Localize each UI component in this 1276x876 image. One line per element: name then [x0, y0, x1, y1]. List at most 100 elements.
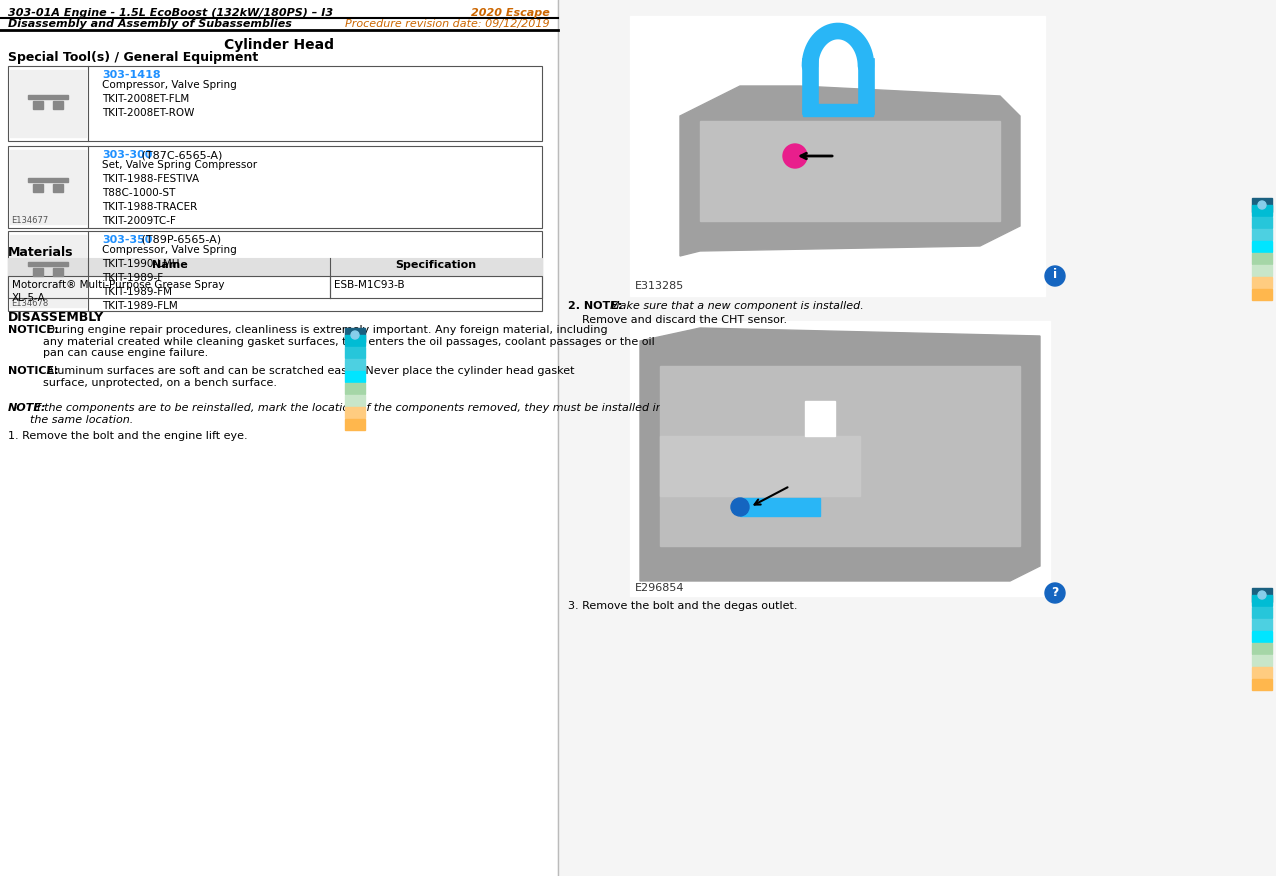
Bar	[1252, 217, 1272, 228]
Text: E134677: E134677	[11, 216, 48, 225]
Bar	[345, 407, 365, 418]
Bar	[1252, 655, 1272, 666]
Bar	[33, 184, 43, 192]
Bar	[1252, 277, 1272, 288]
Bar	[8, 276, 542, 298]
Bar	[28, 178, 68, 182]
Text: E296854: E296854	[635, 583, 684, 593]
Text: Remove and discard the CHT sensor.: Remove and discard the CHT sensor.	[568, 315, 787, 325]
Bar	[33, 268, 43, 276]
Bar	[10, 70, 85, 137]
Text: Specification: Specification	[396, 260, 476, 270]
Text: Compressor, Valve Spring
TKIT-1990-LMH
TKIT-1989-F
TKIT-1989-FM
TKIT-1989-FLM: Compressor, Valve Spring TKIT-1990-LMH T…	[102, 245, 237, 311]
Text: DISASSEMBLY: DISASSEMBLY	[8, 311, 105, 324]
Text: NOTICE:: NOTICE:	[8, 366, 59, 376]
Bar	[1252, 588, 1272, 602]
Bar	[1252, 289, 1272, 300]
Text: 1|1: 1|1	[813, 426, 828, 436]
Text: NOTICE:: NOTICE:	[8, 325, 59, 335]
Circle shape	[783, 144, 806, 168]
Text: i: i	[1053, 269, 1057, 281]
Bar	[10, 150, 85, 224]
Bar	[1252, 643, 1272, 654]
Bar	[1252, 241, 1272, 252]
Bar	[345, 359, 365, 370]
Bar	[8, 258, 542, 276]
Circle shape	[1045, 266, 1065, 286]
Polygon shape	[641, 328, 1040, 581]
Text: ?: ?	[1051, 585, 1059, 598]
Text: 2020 Escape: 2020 Escape	[471, 8, 550, 18]
Bar	[630, 16, 1045, 296]
Text: 303-01A Engine - 1.5L EcoBoost (132kW/180PS) – I3: 303-01A Engine - 1.5L EcoBoost (132kW/18…	[8, 8, 333, 18]
Text: Disassembly and Assembly of Subassemblies: Disassembly and Assembly of Subassemblie…	[8, 19, 292, 29]
Bar	[1252, 205, 1272, 216]
Text: Make sure that a new component is installed.: Make sure that a new component is instal…	[610, 301, 864, 311]
Bar	[1252, 619, 1272, 630]
Polygon shape	[680, 86, 1020, 256]
Text: 3. Remove the bolt and the degas outlet.: 3. Remove the bolt and the degas outlet.	[568, 601, 798, 611]
Bar	[660, 436, 860, 496]
Circle shape	[1258, 201, 1266, 209]
Text: Motorcraft® Multi-Purpose Grease Spray
XL-5-A: Motorcraft® Multi-Purpose Grease Spray X…	[11, 280, 225, 303]
Bar	[1252, 631, 1272, 642]
Bar	[28, 95, 68, 98]
Text: (T89P-6565-A): (T89P-6565-A)	[138, 235, 222, 245]
Text: Materials: Materials	[8, 246, 74, 259]
Bar	[345, 328, 365, 342]
Text: 303-300: 303-300	[102, 150, 152, 160]
Bar	[805, 401, 835, 436]
Bar	[33, 101, 43, 109]
Bar	[1252, 667, 1272, 678]
Bar	[1252, 607, 1272, 618]
Bar	[1252, 198, 1272, 212]
Bar	[660, 366, 1020, 546]
Bar	[28, 262, 68, 266]
Text: Compressor, Valve Spring
TKIT-2008ET-FLM
TKIT-2008ET-ROW: Compressor, Valve Spring TKIT-2008ET-FLM…	[102, 80, 237, 118]
Bar	[345, 371, 365, 382]
Bar	[345, 395, 365, 406]
Bar	[54, 268, 63, 276]
Text: If the components are to be reinstalled, mark the location of the components rem: If the components are to be reinstalled,…	[31, 403, 664, 425]
Text: (T87C-6565-A): (T87C-6565-A)	[138, 150, 223, 160]
Bar	[630, 321, 1050, 596]
Text: Cylinder Head: Cylinder Head	[225, 38, 334, 52]
Bar	[1252, 595, 1272, 606]
Bar	[1252, 265, 1272, 276]
Circle shape	[351, 331, 359, 339]
Circle shape	[1045, 583, 1065, 603]
Bar	[345, 383, 365, 394]
Bar	[345, 347, 365, 358]
Circle shape	[1258, 591, 1266, 599]
Circle shape	[731, 498, 749, 516]
Bar	[803, 104, 873, 116]
Text: 2. NOTE:: 2. NOTE:	[568, 301, 627, 311]
Bar	[8, 146, 542, 228]
Bar	[740, 498, 820, 516]
Text: E134678: E134678	[11, 299, 48, 308]
Text: During engine repair procedures, cleanliness is extremely important. Any foreign: During engine repair procedures, cleanli…	[43, 325, 655, 358]
Bar	[558, 0, 1276, 876]
Bar	[54, 184, 63, 192]
Text: Procedure revision date: 09/12/2019: Procedure revision date: 09/12/2019	[346, 19, 550, 29]
Bar	[558, 0, 1276, 876]
Bar	[345, 335, 365, 346]
Text: NOTE:: NOTE:	[8, 403, 46, 413]
Bar	[1252, 253, 1272, 264]
Bar	[8, 66, 542, 141]
Text: Special Tool(s) / General Equipment: Special Tool(s) / General Equipment	[8, 51, 258, 64]
Text: Aluminum surfaces are soft and can be scratched easily. Never place the cylinder: Aluminum surfaces are soft and can be sc…	[43, 366, 574, 387]
Bar	[1252, 229, 1272, 240]
Text: Set, Valve Spring Compressor
TKIT-1988-FESTIVA
T88C-1000-ST
TKIT-1988-TRACER
TKI: Set, Valve Spring Compressor TKIT-1988-F…	[102, 160, 258, 226]
Text: 1. Remove the bolt and the engine lift eye.: 1. Remove the bolt and the engine lift e…	[8, 431, 248, 441]
Text: ESB-M1C93-B: ESB-M1C93-B	[334, 280, 404, 290]
Text: Name: Name	[152, 260, 188, 270]
Bar	[1252, 679, 1272, 690]
Text: 303-1418: 303-1418	[102, 70, 161, 80]
Text: 303-350: 303-350	[102, 235, 152, 245]
Bar	[701, 121, 1000, 221]
Text: E313285: E313285	[635, 281, 684, 291]
Bar	[10, 235, 85, 307]
Bar	[345, 419, 365, 430]
Bar	[54, 101, 63, 109]
